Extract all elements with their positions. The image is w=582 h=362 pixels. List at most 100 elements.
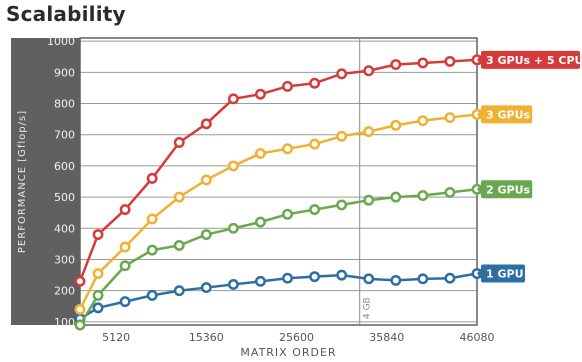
data-point (200, 174, 212, 186)
y-tick-label: 800 (54, 98, 75, 111)
data-point (200, 282, 212, 294)
data-point (309, 138, 321, 150)
data-point (173, 137, 185, 148)
data-point (336, 68, 348, 80)
data-point (444, 112, 456, 123)
y-tick-label: 100 (54, 316, 75, 329)
series-tag: 2 GPUs (477, 180, 533, 199)
y-axis-label: PERFORMANCE [Gflop/s] (17, 110, 28, 253)
series-tag-label: 3 GPUs (486, 108, 531, 121)
y-axis-panel (11, 38, 80, 325)
data-point (336, 269, 348, 281)
data-point (417, 273, 429, 285)
data-point (119, 241, 131, 253)
data-point (119, 296, 131, 308)
data-point (173, 285, 185, 297)
data-point (336, 199, 348, 211)
data-point (363, 126, 375, 138)
series-tag-pointer (477, 268, 481, 279)
x-tick-label: 15360 (189, 331, 224, 344)
data-point (309, 77, 321, 89)
data-point (92, 302, 104, 314)
data-point (417, 57, 429, 69)
data-point (309, 271, 321, 283)
x-tick-label: 25600 (279, 331, 314, 344)
data-point (417, 115, 429, 127)
y-tick-label: 700 (54, 129, 75, 142)
data-point (146, 244, 158, 256)
data-point (74, 275, 86, 287)
series-line-0 (79, 272, 478, 320)
reference-line-label: 4 GB (363, 297, 373, 319)
data-point (390, 274, 402, 286)
data-point (255, 216, 266, 228)
series-line-1 (78, 188, 478, 326)
plot-area (80, 38, 477, 325)
series-tag-label: 1 GPU (486, 268, 524, 281)
series-line-2 (78, 113, 478, 310)
data-point (444, 186, 456, 198)
data-point (200, 229, 212, 240)
data-point (227, 160, 239, 172)
x-axis-label: MATRIX ORDER (240, 346, 336, 359)
data-point (417, 190, 429, 201)
series-tag-pointer (477, 109, 481, 120)
data-point (92, 268, 104, 279)
data-point (255, 88, 266, 100)
data-point (227, 222, 239, 234)
plot-frame (79, 37, 478, 326)
data-point (146, 289, 158, 301)
data-point (390, 59, 402, 70)
data-point (200, 118, 212, 130)
series-tag: 3 GPUs + 5 CPUs (477, 50, 582, 69)
data-point (363, 194, 375, 206)
y-tick-label: 600 (54, 160, 75, 173)
data-point (227, 93, 239, 105)
series-tag-box (481, 50, 580, 69)
series-tag-label: 3 GPUs + 5 CPUs (486, 54, 582, 67)
x-tick-label: 46080 (460, 331, 495, 344)
y-tick-label: 400 (54, 222, 75, 235)
page-title: Scalability (6, 2, 126, 26)
data-point (309, 204, 321, 216)
data-point (146, 172, 158, 184)
y-tick-label: 500 (54, 191, 75, 204)
series-tag-box (481, 264, 525, 283)
data-point (74, 303, 86, 315)
data-point (92, 229, 104, 240)
series-tag-pointer (477, 54, 481, 65)
series-tag-label: 2 GPUs (486, 183, 531, 196)
series-line-3 (78, 58, 478, 282)
y-tick-label: 200 (54, 285, 75, 298)
series-tag-box (481, 105, 533, 124)
data-point (227, 278, 239, 290)
data-point (390, 191, 402, 203)
data-point (336, 130, 348, 142)
data-point (74, 319, 86, 331)
data-point (282, 272, 293, 284)
data-point (444, 55, 456, 67)
series-tag-box (481, 180, 533, 199)
data-point (173, 191, 185, 203)
series-tag: 3 GPUs (477, 105, 533, 124)
data-point (363, 273, 375, 285)
data-point (119, 260, 131, 272)
data-point (282, 143, 293, 155)
data-point (92, 289, 104, 301)
series-tag-pointer (477, 184, 481, 195)
x-tick-label: 5120 (102, 331, 130, 344)
x-tick-label: 35840 (369, 331, 404, 344)
data-point (255, 275, 266, 287)
data-point (444, 272, 456, 284)
series-tag: 1 GPU (477, 264, 525, 283)
y-tick-label: 900 (54, 66, 75, 79)
data-point (282, 80, 293, 92)
data-point (255, 147, 266, 159)
data-point (146, 213, 158, 225)
y-tick-label: 1000 (47, 35, 75, 48)
data-point (282, 208, 293, 220)
data-point (119, 204, 131, 216)
data-point (390, 119, 402, 131)
